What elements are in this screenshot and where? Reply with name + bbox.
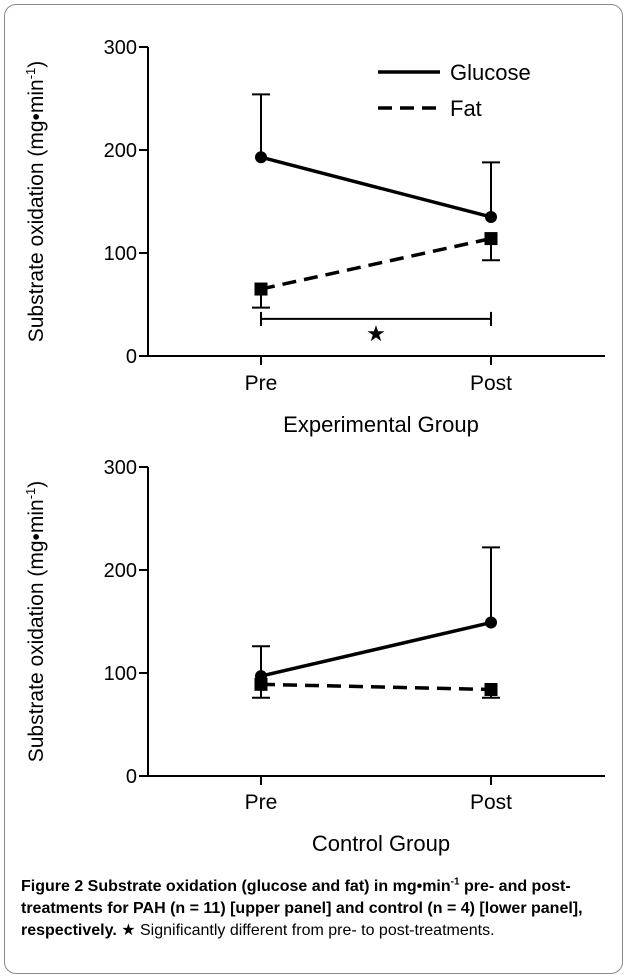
- y-tick-label: 100: [104, 243, 137, 265]
- data-point-fat: [254, 677, 268, 691]
- series-line-glucose: [260, 620, 492, 678]
- series-line-glucose: [260, 155, 492, 219]
- x-axis-title: Experimental Group: [283, 412, 479, 437]
- y-tick-label: 0: [126, 346, 137, 368]
- series-line-fat: [260, 682, 492, 692]
- y-tick-label: 100: [104, 663, 137, 685]
- star-icon: ★: [116, 922, 140, 939]
- y-tick-label: 0: [126, 766, 137, 788]
- figure-caption: Figure 2 Substrate oxidation (glucose an…: [21, 876, 606, 942]
- caption-note: Significantly different from pre- to pos…: [140, 922, 495, 939]
- x-tick-label: Post: [470, 791, 512, 814]
- y-tick-label: 300: [104, 457, 137, 479]
- x-tick-label: Pre: [245, 791, 278, 814]
- data-point-fat: [254, 282, 268, 296]
- data-point-fat: [484, 682, 498, 696]
- data-point-fat: [484, 232, 498, 246]
- y-tick-label: 200: [104, 140, 137, 162]
- figure-charts: 0 100 200 300 Pre Post Experimental Group Subst…: [23, 37, 605, 856]
- figure-frame: [4, 4, 623, 974]
- data-point-glucose: [255, 151, 267, 164]
- x-tick-label: Pre: [245, 372, 278, 395]
- legend-label-fat: Fat: [450, 96, 482, 121]
- y-axis-title: Substrate oxidation (mg•min-1): [23, 61, 48, 343]
- caption-bold-text-cont: pre- and post-treatments for PAH (n = 11…: [21, 878, 583, 939]
- series-line-fat: [260, 236, 492, 291]
- caption-superscript: -1: [450, 876, 460, 888]
- caption-bold-text: Figure 2 Substrate oxidation (glucose an…: [21, 878, 451, 895]
- chart-upper-panel: 0 100 200 300 Pre Post Experimental Group Subst…: [23, 37, 605, 437]
- data-point-glucose: [485, 616, 497, 629]
- y-axis-title: Substrate oxidation (mg•min-1): [23, 481, 48, 763]
- x-tick-label: Post: [470, 372, 512, 395]
- legend-label-glucose: Glucose: [450, 60, 531, 85]
- data-point-glucose: [485, 210, 497, 223]
- significance-star-icon: ★: [366, 321, 386, 346]
- y-tick-label: 200: [104, 560, 137, 582]
- x-axis-title: Control Group: [312, 831, 450, 856]
- y-tick-label: 300: [104, 37, 137, 59]
- chart-lower-panel: 0 100 200 300 Pre Post Control Group Substrate …: [23, 457, 605, 856]
